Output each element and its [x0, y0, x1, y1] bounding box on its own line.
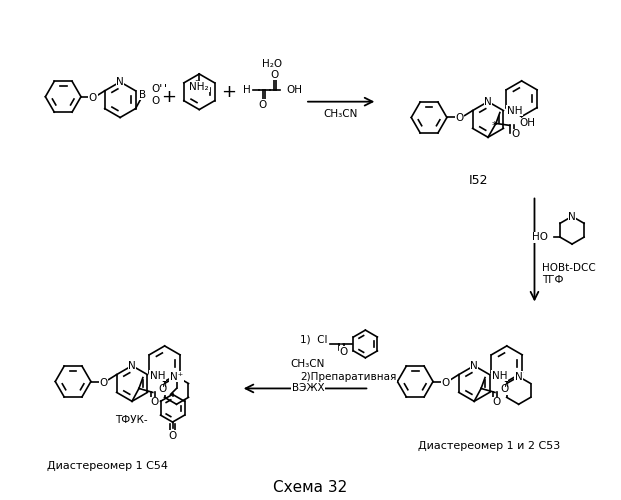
Text: O: O: [270, 70, 279, 80]
Text: *: *: [492, 122, 498, 132]
Text: CH₃CN: CH₃CN: [324, 108, 358, 118]
Text: Схема 32: Схема 32: [273, 480, 347, 495]
Text: N: N: [470, 360, 478, 370]
Text: O: O: [158, 384, 167, 394]
Text: O: O: [512, 130, 520, 140]
Text: N: N: [568, 212, 576, 222]
Text: O: O: [168, 431, 177, 441]
Text: OH: OH: [152, 84, 168, 94]
Text: O: O: [99, 378, 108, 388]
Text: N: N: [484, 96, 492, 106]
Text: O: O: [501, 384, 509, 394]
Text: CH₃CN: CH₃CN: [291, 358, 325, 368]
Text: O: O: [442, 378, 450, 388]
Text: 1)  Cl: 1) Cl: [300, 334, 328, 344]
Text: NH: NH: [507, 106, 522, 116]
Text: O: O: [340, 347, 348, 357]
Text: NH: NH: [492, 370, 507, 380]
Text: OH: OH: [152, 96, 168, 106]
Text: +: +: [222, 83, 237, 101]
Text: Диастереомер 1 и 2 С53: Диастереомер 1 и 2 С53: [418, 441, 560, 451]
Text: ТГФ: ТГФ: [542, 274, 564, 284]
Text: B: B: [139, 90, 146, 100]
Text: I52: I52: [468, 174, 488, 188]
Text: N⁺: N⁺: [170, 372, 183, 382]
Text: N: N: [515, 372, 522, 382]
Text: N: N: [128, 360, 136, 370]
Text: ": ": [162, 384, 167, 394]
Text: O: O: [258, 100, 266, 110]
Text: HO: HO: [532, 232, 548, 242]
Text: +: +: [161, 88, 176, 106]
Text: 2)Препаративная: 2)Препаративная: [300, 372, 396, 382]
Text: N: N: [116, 77, 124, 87]
Text: O: O: [456, 114, 464, 124]
Text: ВЭЖХ: ВЭЖХ: [292, 384, 324, 394]
Text: HOBt-DCC: HOBt-DCC: [542, 263, 596, 273]
Text: O: O: [493, 398, 501, 407]
Text: OH: OH: [286, 85, 302, 95]
Text: H₂O: H₂O: [262, 59, 283, 69]
Text: NH₂: NH₂: [189, 82, 209, 92]
Text: OH: OH: [520, 118, 536, 128]
Text: Диастереомер 1 С54: Диастереомер 1 С54: [47, 460, 168, 470]
Text: ": ": [504, 384, 509, 394]
Text: O: O: [151, 398, 159, 407]
Text: H: H: [243, 85, 251, 95]
Text: O: O: [89, 92, 97, 102]
Text: NH: NH: [150, 370, 165, 380]
Text: ТФУК-: ТФУК-: [116, 415, 148, 425]
